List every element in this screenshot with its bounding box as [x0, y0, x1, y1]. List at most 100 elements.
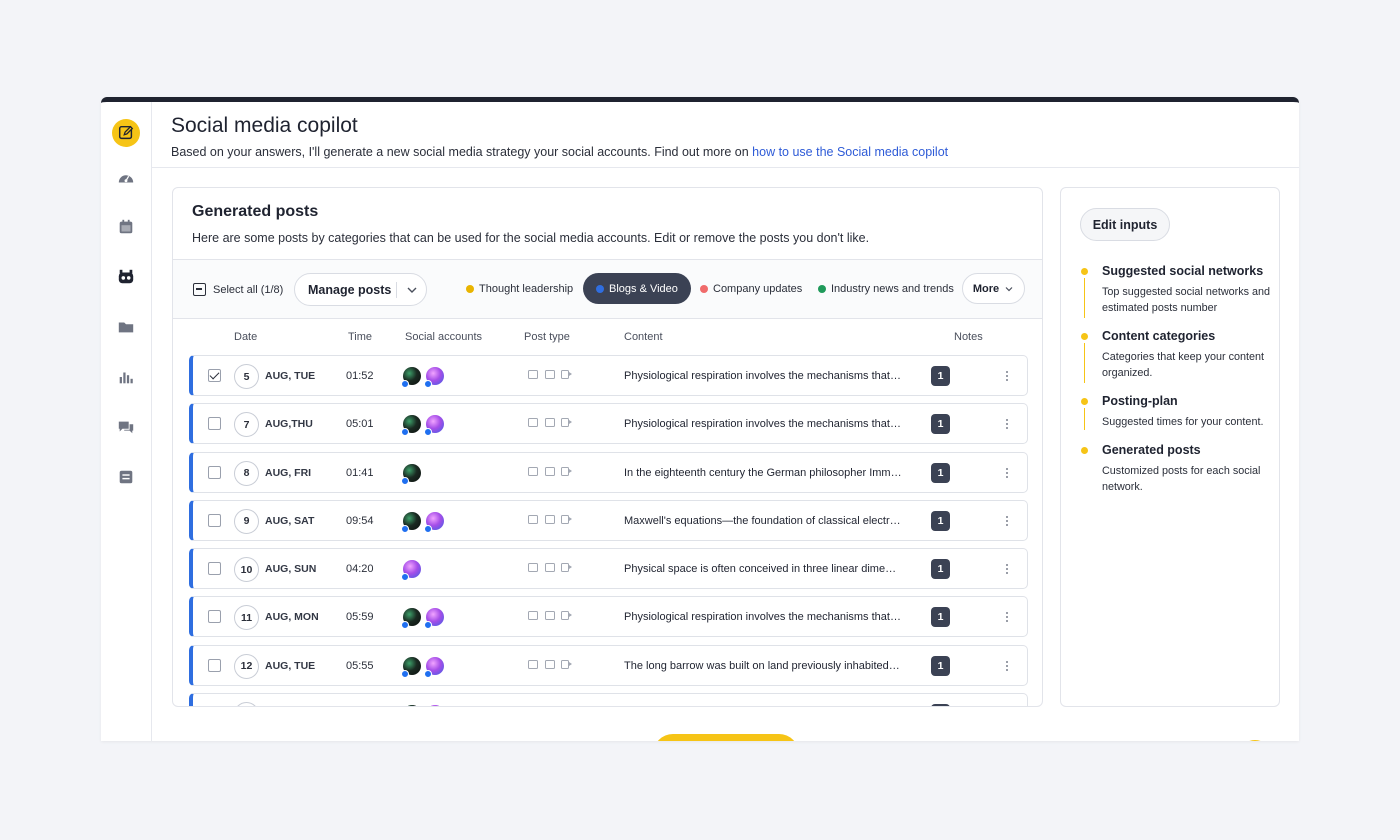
text-type-icon — [545, 514, 555, 524]
row-menu-icon[interactable] — [1002, 658, 1012, 674]
row-menu-icon[interactable] — [1002, 706, 1012, 707]
notes-count-badge[interactable]: 1 — [931, 655, 950, 676]
step-description: Top suggested social networks and estima… — [1102, 286, 1271, 314]
post-content[interactable]: Physical space is often conceived in thr… — [624, 563, 902, 576]
col-date[interactable]: Date — [234, 331, 258, 343]
notes-count-badge[interactable] — [931, 704, 950, 706]
app-window: Social media copilot Based on your answe… — [101, 97, 1299, 741]
col-social-accounts[interactable]: Social accounts — [405, 331, 483, 343]
row-menu-icon[interactable] — [1002, 561, 1012, 577]
row-checkbox[interactable] — [208, 465, 221, 479]
filter-label: Company updates — [713, 282, 803, 295]
nav-reports[interactable] — [112, 363, 140, 391]
post-time: 05:01 — [346, 418, 374, 431]
col-notes[interactable]: Notes — [954, 331, 983, 343]
post-content[interactable]: In the eighteenth century the German phi… — [624, 466, 902, 479]
social-account-avatar-purple — [424, 415, 444, 437]
filter-company-updates[interactable]: Company updates — [700, 273, 802, 304]
row-checkbox[interactable] — [208, 417, 221, 431]
chevron-down-icon[interactable] — [405, 283, 419, 297]
col-time[interactable]: Time — [348, 331, 373, 343]
row-checkbox[interactable] — [208, 562, 221, 576]
notes-count-badge[interactable]: 1 — [931, 414, 950, 435]
select-all-checkbox[interactable] — [193, 283, 206, 296]
row-checkbox[interactable] — [208, 610, 221, 624]
notes-count-badge[interactable]: 1 — [931, 366, 950, 386]
post-content[interactable]: Physiological respiration involves the m… — [624, 370, 902, 382]
post-row[interactable]: 7 AUG,THU 05:01 Physiological respiration i… — [189, 403, 1028, 445]
filter-blogs-video[interactable]: Blogs & Video — [583, 273, 691, 304]
post-content[interactable]: Physiological respiration involves the m… — [624, 611, 902, 624]
post-time: 09:54 — [346, 514, 374, 527]
row-menu-icon[interactable] — [1002, 416, 1012, 432]
post-content[interactable]: Physiological respiration involves the m… — [624, 418, 902, 431]
col-post-type[interactable]: Post type — [524, 331, 570, 343]
post-row[interactable]: 5 AUG, TUE 01:52 Physiological respiration … — [189, 355, 1028, 396]
nav-tasks[interactable] — [112, 463, 140, 491]
row-menu-icon[interactable] — [1002, 465, 1012, 481]
filter-label: Blogs & Video — [609, 282, 678, 295]
social-account-avatar-dark — [401, 367, 421, 388]
step-social-networks[interactable]: Suggested social networks Top suggested … — [1081, 264, 1276, 318]
notes-count-badge[interactable]: 1 — [931, 607, 950, 628]
page-title: Social media copilot — [171, 114, 358, 137]
manage-posts-button[interactable]: Manage posts — [294, 273, 427, 306]
help-link[interactable]: how to use the Social media copilot — [752, 145, 949, 159]
nav-copilot[interactable] — [112, 263, 140, 291]
row-checkbox[interactable] — [208, 513, 221, 527]
filter-thought-leadership[interactable]: Thought leadership — [466, 273, 573, 304]
day-number: 5 — [234, 364, 259, 389]
post-row[interactable] — [189, 693, 1028, 707]
primary-action-button[interactable] — [653, 734, 799, 741]
social-account-avatar-purple — [401, 560, 421, 582]
step-generated-posts[interactable]: Generated posts Customized posts for eac… — [1081, 443, 1276, 495]
filter-label: Thought leadership — [479, 282, 574, 295]
notes-count-badge[interactable]: 1 — [931, 510, 950, 531]
nav-folder[interactable] — [112, 313, 140, 341]
row-menu-icon[interactable] — [1002, 609, 1012, 625]
post-row[interactable]: 10 AUG, SUN 04:20 Physical space is often c… — [189, 548, 1028, 590]
social-account-avatar-dark — [401, 511, 421, 533]
manage-posts-label: Manage posts — [308, 282, 392, 297]
post-row[interactable]: 8 AUG, FRI 01:41 In the eighteenth century … — [189, 451, 1028, 493]
post-row[interactable]: 11 AUG, MON 05:59 Physiological respiration… — [189, 596, 1028, 638]
step-connector — [1084, 278, 1085, 318]
filter-industry-news[interactable]: Industry news and trends — [818, 273, 954, 304]
notes-count-badge[interactable]: 1 — [931, 559, 950, 580]
col-content[interactable]: Content — [624, 331, 663, 343]
edit-inputs-button[interactable]: Edit inputs — [1080, 208, 1170, 241]
row-checkbox[interactable] — [208, 658, 221, 672]
post-row[interactable]: 12 AUG, TUE 05:55 The long barrow was built… — [189, 644, 1028, 686]
post-row[interactable]: 9 AUG, SAT 09:54 Maxwell's equations—the fo… — [189, 499, 1028, 541]
nav-dashboard[interactable] — [112, 164, 140, 192]
help-fab[interactable] — [1239, 740, 1271, 741]
network-badge — [401, 573, 409, 582]
video-type-icon — [561, 659, 572, 669]
text-type-icon — [545, 611, 555, 621]
nav-edit[interactable] — [112, 119, 140, 147]
social-account-avatar-dark — [403, 705, 421, 706]
post-content[interactable]: Maxwell's equations—the foundation of cl… — [624, 514, 902, 527]
step-title: Suggested social networks — [1102, 264, 1264, 278]
nav-calendar[interactable] — [112, 213, 140, 241]
chat-icon — [118, 421, 134, 434]
row-menu-icon[interactable] — [1002, 368, 1012, 384]
nav-messages[interactable] — [112, 413, 140, 441]
notes-count-badge[interactable]: 1 — [931, 462, 950, 483]
panel-header: Generated posts Here are some posts by c… — [173, 188, 1042, 260]
social-account-avatar-dark — [401, 415, 421, 437]
robot-icon — [118, 269, 134, 284]
step-content-categories[interactable]: Content categories Categories that keep … — [1081, 329, 1276, 383]
post-content[interactable]: The long barrow was built on land previo… — [624, 659, 902, 672]
row-checkbox[interactable] — [208, 369, 221, 382]
category-dot — [818, 284, 826, 293]
social-account-avatar-purple — [424, 608, 444, 630]
video-type-icon — [561, 418, 572, 428]
row-menu-icon[interactable] — [1002, 513, 1012, 529]
select-all[interactable]: Select all (1/8) — [193, 283, 283, 296]
video-type-icon — [561, 466, 572, 476]
image-type-icon — [528, 659, 538, 669]
step-posting-plan[interactable]: Posting-plan Suggested times for your co… — [1081, 394, 1276, 430]
social-account-avatar-dark — [401, 608, 421, 630]
more-filters-button[interactable]: More — [962, 273, 1025, 304]
